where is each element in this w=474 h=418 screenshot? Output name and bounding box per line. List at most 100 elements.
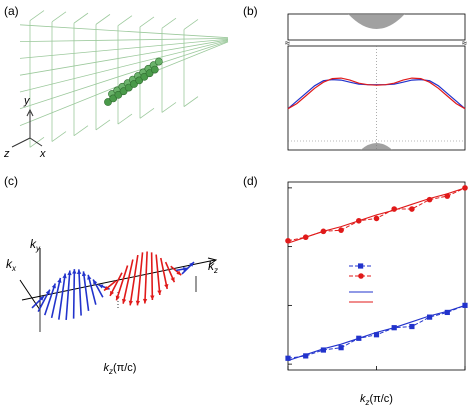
dft-point <box>409 323 415 330</box>
bulk-valence-region <box>360 143 393 150</box>
crystal-lattice-illustration: y z x <box>3 10 229 160</box>
axis-y-label: y <box>23 95 31 107</box>
dft-point <box>320 347 326 353</box>
panel-c: (c) ky kx kz kz(π/c) <box>0 170 237 418</box>
spin-arrow-shaft <box>160 257 168 290</box>
lattice-line <box>117 15 133 26</box>
bulk-conduction-region <box>348 14 405 29</box>
lattice-line <box>19 24 229 39</box>
band-line-1 <box>287 77 466 110</box>
spin-arrow-head <box>142 298 148 304</box>
lattice-line <box>29 10 45 21</box>
dft-point <box>462 302 468 308</box>
spin-arrow-shaft <box>155 254 161 296</box>
spin-arrow-shaft <box>78 269 82 316</box>
axis-break-mark: ≈ <box>285 38 290 48</box>
x-axis-label: kz(π/c) <box>360 393 393 407</box>
spin-arrow-head <box>189 262 194 267</box>
kz-label: kz <box>208 259 218 275</box>
atom <box>150 65 159 74</box>
dft-point <box>427 314 433 320</box>
dft-point <box>302 234 309 241</box>
dft-point <box>356 335 362 341</box>
spin-arrow-head <box>128 300 134 306</box>
panel-a-label: (a) <box>4 4 19 18</box>
spin-arrow-head <box>135 300 141 306</box>
lattice-line <box>139 107 155 119</box>
lattice-line <box>139 16 155 28</box>
dft-point <box>338 345 344 351</box>
panel-b-label: (b) <box>243 4 258 18</box>
spin-arrow-head <box>72 269 77 274</box>
spin-arrow-head <box>110 290 115 296</box>
spin-arrow-shaft <box>122 259 134 304</box>
spin-arrow-head <box>39 296 44 301</box>
panel-c-label: (c) <box>4 174 18 188</box>
dft-point <box>391 325 397 331</box>
spin-arrow-head <box>81 271 87 277</box>
spin-arrow-shaft <box>144 251 148 304</box>
spin-arrow-head <box>170 277 175 283</box>
panel-d-label: (d) <box>243 174 258 188</box>
spin-arrow-head <box>121 298 127 304</box>
spin-arrow-shaft <box>72 269 76 319</box>
spin-arrow-head <box>157 290 162 295</box>
lattice-line <box>51 11 67 23</box>
kz-axis-arrow <box>207 257 218 266</box>
legend-dft-red-marker <box>358 273 364 279</box>
spin-arrow-shaft <box>136 252 144 306</box>
panel-b: (b) ≈ ≈ <box>237 0 474 170</box>
lattice-line <box>19 39 229 76</box>
spin-arrow-head <box>76 269 82 274</box>
kx-label: kx <box>6 257 17 273</box>
lattice-line <box>95 119 111 131</box>
dft-point <box>426 196 433 203</box>
axes-triad <box>11 108 43 148</box>
spin-arrow-shaft <box>87 274 97 305</box>
lattice-line <box>161 17 177 29</box>
spin-arrow-head <box>150 295 155 300</box>
model-line-0 <box>287 187 466 244</box>
spin-arrow-head <box>87 274 92 280</box>
legend-dft-blue-marker <box>358 263 364 269</box>
lattice-line <box>19 40 229 110</box>
spin-arrow-head <box>62 273 67 279</box>
panel-d: (d) kz(π/c) <box>237 170 474 418</box>
spin-arrow-shaft <box>65 270 71 320</box>
spin-arrow-head <box>57 277 62 283</box>
dft-point <box>338 227 344 233</box>
axis-x-label: x <box>39 148 46 160</box>
atom <box>154 57 163 66</box>
dft-point <box>373 215 380 222</box>
dft-point <box>285 237 291 244</box>
lattice-line <box>161 102 177 113</box>
dft-point <box>462 185 468 191</box>
lattice-line <box>19 40 229 93</box>
phase-vs-kz-chart: kz(π/c) <box>285 181 468 407</box>
spin-arrow-shaft <box>115 265 129 301</box>
spin-arrow-head <box>51 283 56 289</box>
plot-frame <box>287 181 466 371</box>
lattice-line <box>73 125 89 137</box>
lattice-line <box>117 113 133 125</box>
spin-arrow-head <box>164 284 169 289</box>
dft-point <box>444 193 451 199</box>
dft-point <box>285 355 291 361</box>
x-axis-label: kz(π/c) <box>104 362 137 376</box>
lattice-line <box>73 12 89 24</box>
spin-arrow-head <box>45 289 50 295</box>
spin-arrow-shaft <box>129 254 139 306</box>
dft-point <box>444 309 450 316</box>
spin-arrow-head <box>183 266 188 272</box>
spin-arrow-head <box>98 284 104 289</box>
panel-a: (a) y z x <box>0 0 237 170</box>
lattice-line <box>19 38 229 42</box>
band-structure-chart: ≈ ≈ <box>285 13 467 151</box>
lattice-line <box>183 19 199 30</box>
spin-arrow-head <box>115 295 120 301</box>
spin-arrow-shaft <box>82 271 90 311</box>
spin-arrow-head <box>93 279 98 285</box>
kx-axis-line <box>19 279 41 311</box>
dft-point <box>373 332 380 338</box>
